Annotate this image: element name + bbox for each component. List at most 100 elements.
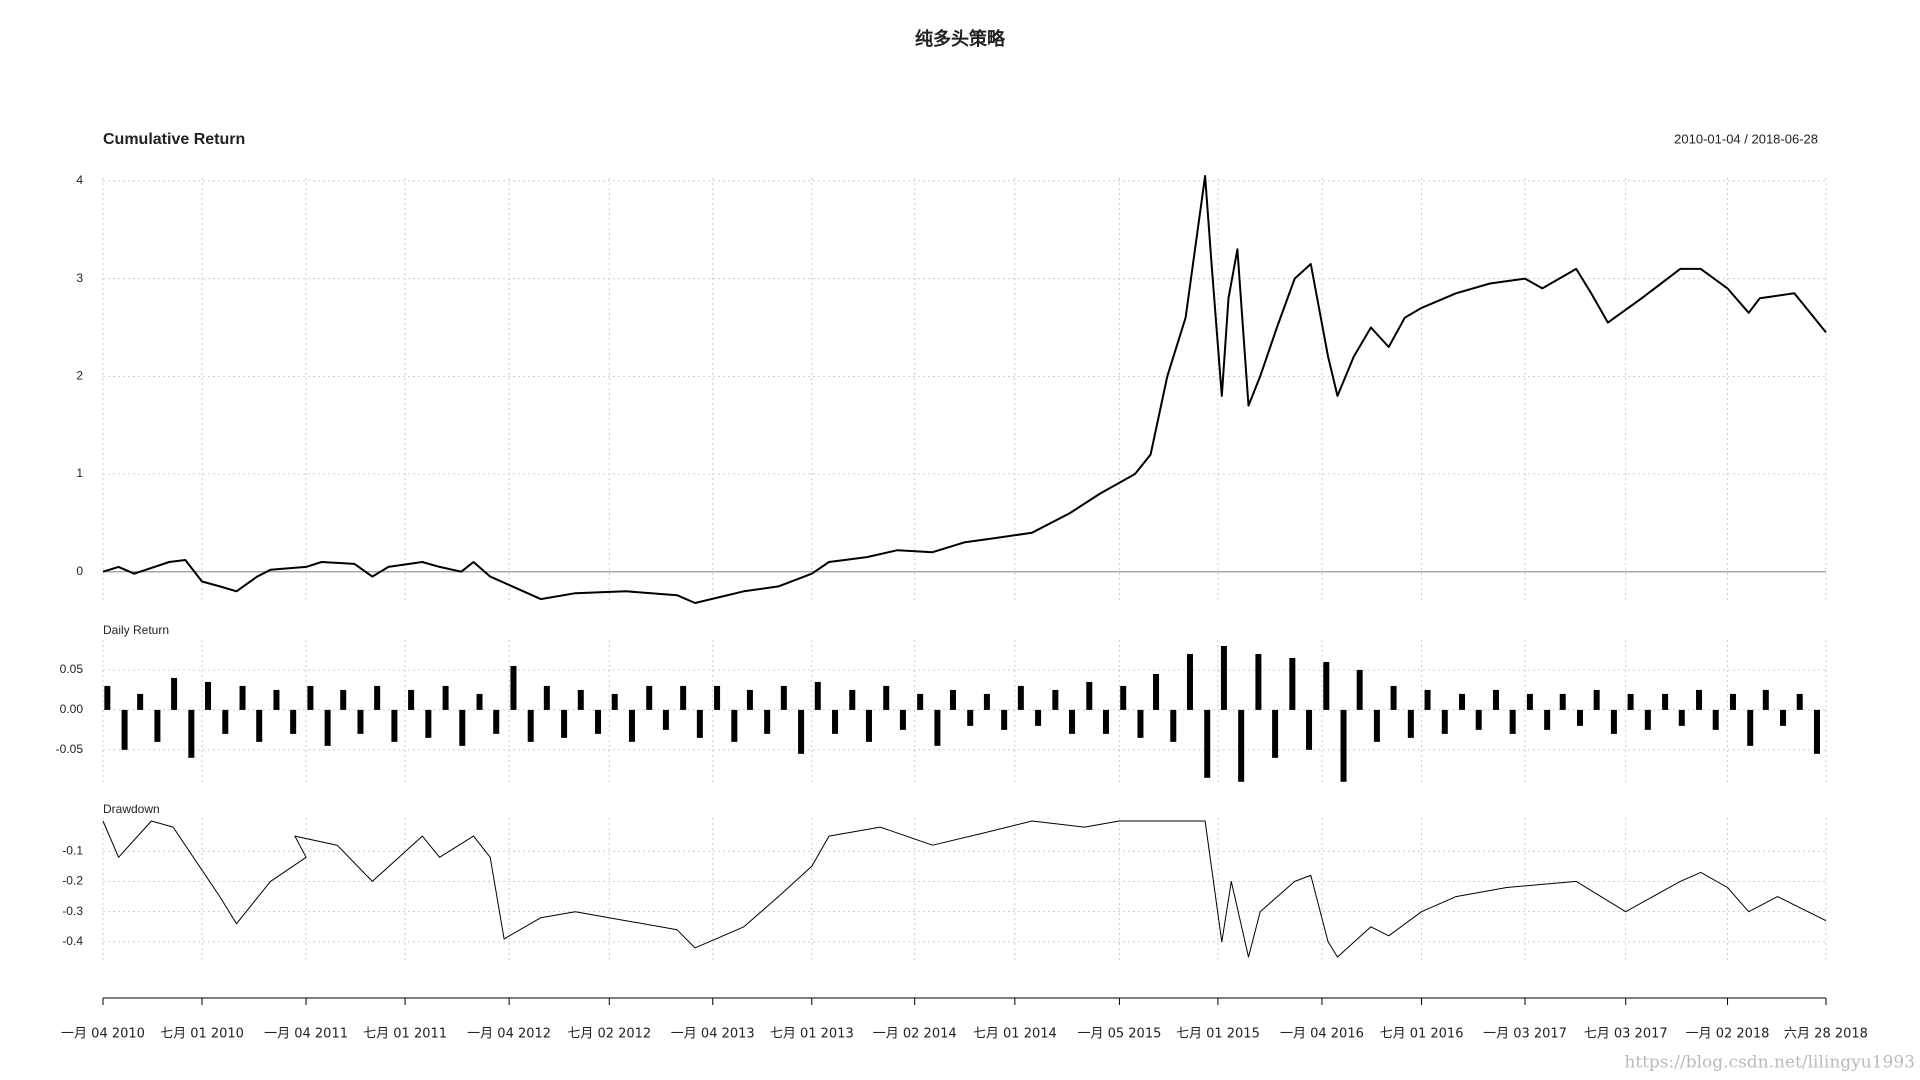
bar (1729, 693, 1736, 710)
bar (1559, 693, 1566, 710)
chart-title: 纯多头策略 (915, 28, 1006, 50)
bar (1696, 689, 1703, 710)
bar (764, 709, 771, 734)
bar (731, 709, 738, 742)
bar (714, 685, 721, 710)
y-tick-label: -0.1 (62, 843, 83, 857)
bar (814, 681, 821, 710)
panel-title: Cumulative Return (103, 131, 245, 148)
bar (646, 685, 653, 710)
bar (628, 709, 635, 742)
bar (171, 677, 178, 710)
x-tick-label: 一月 04 2016 (1280, 1027, 1364, 1042)
x-tick-label: 六月 28 2018 (1784, 1027, 1868, 1042)
bar (154, 709, 161, 742)
bar (1627, 693, 1634, 710)
date-range: 2010-01-04 / 2018-06-28 (1674, 131, 1818, 146)
bar (1086, 681, 1093, 710)
bar (1052, 689, 1059, 710)
bar (1153, 673, 1160, 710)
x-tick-label: 七月 01 2010 (160, 1027, 244, 1042)
bar (1610, 709, 1617, 734)
panel-title: Drawdown (103, 802, 160, 816)
x-tick-label: 七月 03 2017 (1584, 1027, 1668, 1042)
bar (1289, 657, 1296, 710)
bar (324, 709, 331, 746)
bar (577, 689, 584, 710)
y-tick-label: 0.00 (60, 702, 84, 716)
bar (780, 685, 787, 710)
bar (1492, 689, 1499, 710)
bar (1102, 709, 1109, 734)
bar (357, 709, 364, 734)
x-tick-label: 一月 04 2012 (467, 1027, 551, 1042)
y-tick-label: -0.4 (62, 934, 83, 948)
bar (188, 709, 195, 758)
bar (746, 689, 753, 710)
bar (1712, 709, 1719, 730)
bar (205, 681, 212, 710)
bar (1544, 709, 1551, 730)
bar (1424, 689, 1431, 710)
y-tick-label: 4 (76, 173, 83, 187)
bar (442, 685, 449, 710)
bar (1390, 685, 1397, 710)
x-tick-label: 七月 01 2015 (1176, 1027, 1260, 1042)
bar (273, 689, 280, 710)
bar (137, 693, 144, 710)
bar (1001, 709, 1008, 730)
bar (290, 709, 297, 734)
bar (1796, 693, 1803, 710)
bar (493, 709, 500, 734)
y-tick-label: 1 (76, 466, 83, 480)
bar (1509, 709, 1516, 734)
bar (1441, 709, 1448, 734)
bar (1170, 709, 1177, 742)
bar (595, 709, 602, 734)
bar (1644, 709, 1651, 730)
bar (1780, 709, 1787, 726)
bar (527, 709, 534, 742)
y-tick-label: 3 (76, 271, 83, 285)
bar (543, 685, 550, 710)
bar (1340, 709, 1347, 782)
bar (1459, 693, 1466, 710)
bar (662, 709, 669, 730)
bar (1272, 709, 1279, 758)
bar (1238, 709, 1245, 782)
x-tick-label: 一月 04 2013 (671, 1027, 755, 1042)
bar (1035, 709, 1042, 726)
bar (408, 689, 415, 710)
bar (1204, 709, 1211, 778)
bar (425, 709, 432, 738)
y-tick-label: -0.3 (62, 904, 83, 918)
bar (1220, 645, 1227, 710)
bar (459, 709, 466, 746)
bar (949, 689, 956, 710)
bar (696, 709, 703, 738)
x-tick-label: 七月 01 2013 (770, 1027, 854, 1042)
bar (1069, 709, 1076, 734)
bar (1576, 709, 1583, 726)
bar (104, 685, 111, 710)
y-tick-label: 2 (76, 369, 83, 383)
bar (680, 685, 687, 710)
bar (1306, 709, 1313, 750)
y-tick-label: 0.05 (60, 662, 84, 676)
bar (883, 685, 890, 710)
bar (121, 709, 128, 750)
bar (1747, 709, 1754, 746)
bar (1526, 693, 1533, 710)
x-tick-label: 七月 01 2014 (973, 1027, 1057, 1042)
bar (1662, 693, 1669, 710)
x-tick-label: 七月 01 2016 (1380, 1027, 1464, 1042)
y-tick-label: -0.2 (62, 874, 83, 888)
bar (561, 709, 568, 738)
bar (1137, 709, 1144, 738)
bar (1762, 689, 1769, 710)
y-tick-label: -0.05 (56, 742, 84, 756)
x-tick-label: 七月 01 2011 (363, 1027, 447, 1042)
panel-title: Daily Return (103, 623, 169, 637)
bar (865, 709, 872, 742)
bar (374, 685, 381, 710)
